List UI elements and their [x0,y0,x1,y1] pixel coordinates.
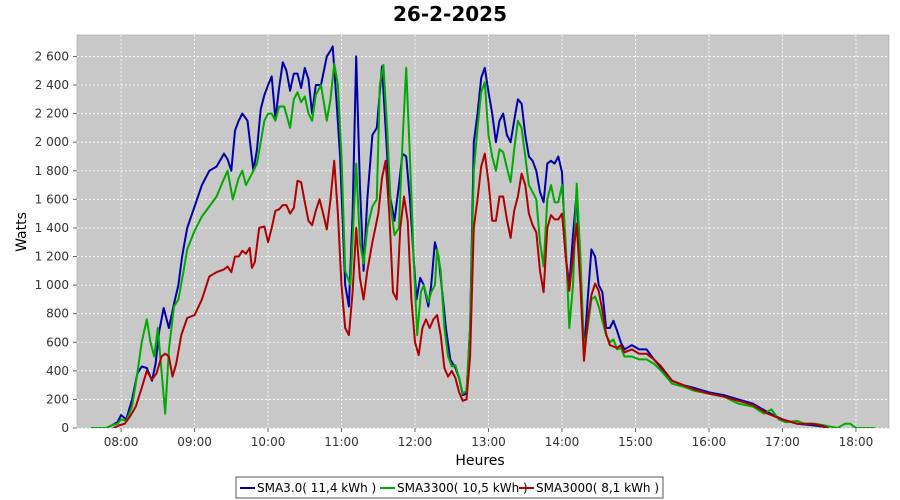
x-axis-label: Heures [455,453,504,469]
x-tick-label: 14:00 [545,435,580,449]
x-tick-label: 09:00 [177,435,212,449]
series-line-1 [99,45,829,428]
grid [77,35,889,429]
x-tick-label: 11:00 [324,435,359,449]
y-tick-label: 800 [46,307,69,321]
x-tick-label: 10:00 [251,435,286,449]
y-tick-label: 600 [46,335,69,349]
y-tick-label: 2 000 [35,135,69,149]
x-tick-label: 08:00 [104,435,139,449]
y-tick-label: 1 000 [35,278,69,292]
y-tick-label: 0 [61,421,69,435]
legend-label: SMA3.0( 11,4 kWh ) [257,481,376,495]
y-tick-label: 2 400 [35,78,69,92]
legend: SMA3.0( 11,4 kWh ) SMA3300( 10,5 kWh ) SMA… [235,476,664,499]
x-tick-label: 16:00 [692,435,727,449]
series-lines [90,45,876,428]
y-tick-label: 400 [46,364,69,378]
legend-label: SMA3000( 8,1 kWh ) [536,481,659,495]
y-tick-label: 200 [46,392,69,406]
y-tick-label: 2 200 [35,107,69,121]
y-tick-label: 2 600 [35,49,69,63]
y-tick-label: 1 400 [35,221,69,235]
legend-label: SMA3300( 10,5 kWh ) [397,481,528,495]
y-tick-label: 1 600 [35,192,69,206]
y-axis-label: Watts [14,212,30,252]
series-line-2 [90,62,876,428]
x-tick-label: 15:00 [618,435,653,449]
x-tick-label: 13:00 [471,435,506,449]
plot-area [76,34,890,429]
legend-box [235,476,664,499]
chart-title: 26-2-2025 [393,2,507,26]
x-tick-label: 17:00 [765,435,800,449]
y-tick-label: 1 800 [35,164,69,178]
y-axis: 0 200 400 600 800 1 000 1 200 1 400 1 600 1 800 2 … [35,49,77,435]
y-tick-label: 1 200 [35,250,69,264]
x-tick-label: 18:00 [839,435,874,449]
x-axis: 08:00 09:00 10:00 11:00 12:00 13:00 14:00 15:00… [104,428,873,449]
series-line-3 [112,152,829,428]
x-tick-label: 12:00 [398,435,433,449]
